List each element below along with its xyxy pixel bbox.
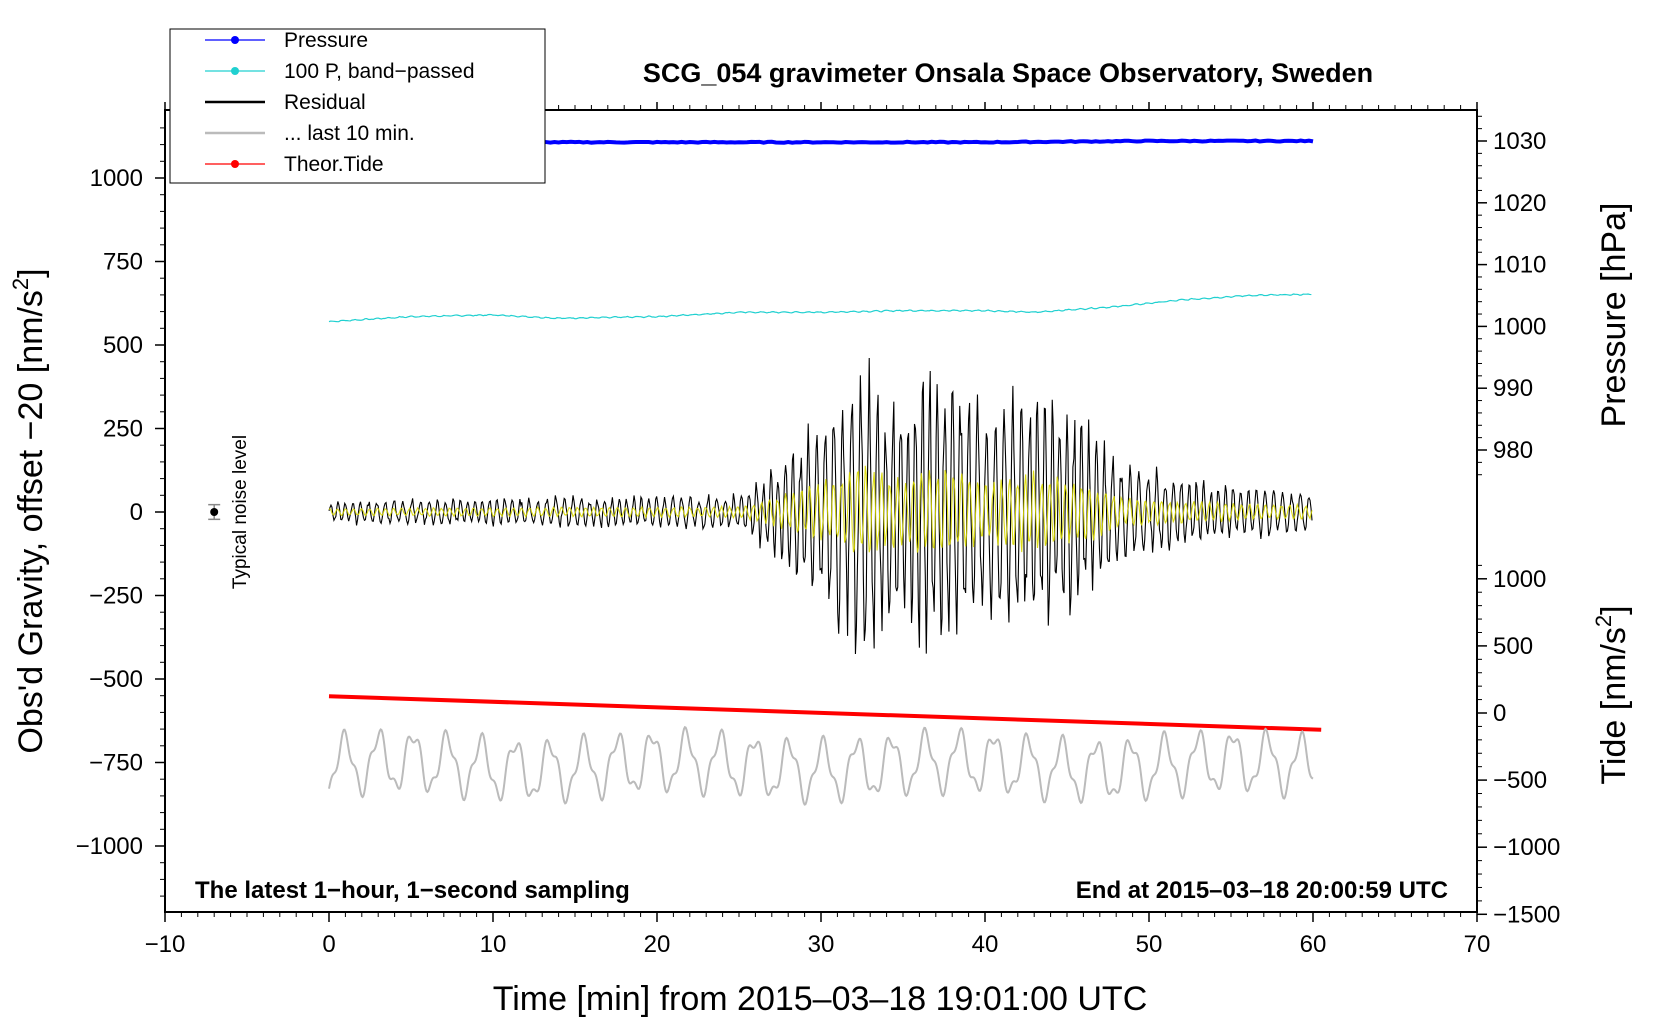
ticks-layer: −10 0 10 20 30 40 50 60 7010007505002500−250−500…	[76, 102, 1560, 958]
pressure-tick-label: 1010	[1493, 252, 1546, 279]
legend-label: Pressure	[284, 29, 368, 52]
x-tick-label: 50	[1136, 931, 1163, 958]
series-residual	[328, 358, 1313, 655]
y-left-tick-label: 250	[103, 416, 143, 443]
tide-label-text: Tide [nm/s	[1595, 627, 1633, 784]
y-axis-label-tide: Tide [nm/s2]	[1591, 605, 1633, 784]
tide-label-close: ]	[1595, 605, 1633, 614]
tide-tick-label: 500	[1493, 633, 1533, 660]
pressure-tick-label: 980	[1493, 437, 1533, 464]
x-tick-label: 30	[808, 931, 835, 958]
x-axis-label: Time [min] from 2015–03–18 19:01:00 UTC	[493, 980, 1148, 1018]
x-tick-label: 60	[1300, 931, 1327, 958]
pressure-tick-label: 990	[1493, 375, 1533, 402]
y-left-label-close: ]	[12, 268, 50, 277]
y-axis-label-left: Obs'd Gravity, offset −20 [nm/s2]	[8, 268, 50, 753]
tide-tick-label: 1000	[1493, 566, 1546, 593]
series-residual-overlay	[328, 465, 1313, 553]
tide-tick-label: −500	[1493, 767, 1547, 794]
tide-tick-label: 0	[1493, 700, 1506, 727]
series-theor-tide	[328, 694, 1322, 732]
legend-marker	[231, 67, 239, 75]
y-left-tick-label: −1000	[76, 833, 143, 860]
pressure-tick-label: 1030	[1493, 128, 1546, 155]
legend-label: ... last 10 min.	[284, 122, 415, 145]
x-tick-label: 20	[644, 931, 671, 958]
y-left-tick-label: 0	[130, 499, 143, 526]
y-axis-label-pressure: Pressure [hPa]	[1595, 203, 1633, 428]
legend-marker	[231, 36, 239, 44]
y-left-label-sup: 2	[8, 278, 33, 290]
x-tick-label: 70	[1464, 931, 1491, 958]
tide-label-sup: 2	[1591, 615, 1616, 627]
noise-marker	[208, 503, 221, 521]
y-left-label-text: Obs'd Gravity, offset −20 [nm/s	[12, 290, 50, 753]
y-left-tick-label: −250	[89, 583, 143, 610]
series-last-10-min	[328, 725, 1314, 806]
legend-box	[169, 28, 546, 184]
x-tick-label: 40	[972, 931, 999, 958]
noise-label: Typical noise level	[230, 435, 251, 589]
legend-label: Residual	[284, 91, 366, 114]
series-bandpassed-pressure	[328, 293, 1312, 323]
legend: Pressure 100 P, band−passed Residual ... la…	[169, 28, 546, 184]
note-left: The latest 1−hour, 1−second sampling	[195, 877, 630, 904]
x-tick-label: 10	[480, 931, 507, 958]
pressure-tick-label: 1020	[1493, 190, 1546, 217]
y-left-tick-label: −500	[89, 666, 143, 693]
legend-label: Theor.Tide	[284, 153, 384, 176]
series-layer	[328, 138, 1322, 806]
pressure-tick-label: 1000	[1493, 313, 1546, 340]
tide-tick-label: −1500	[1493, 901, 1560, 928]
x-tick-label: −10	[145, 931, 186, 958]
x-tick-label: 0	[322, 931, 335, 958]
noise-point	[210, 508, 219, 516]
note-right: End at 2015–03–18 20:00:59 UTC	[1076, 877, 1448, 904]
y-left-tick-label: −750	[89, 750, 143, 777]
chart-title: SCG_054 gravimeter Onsala Space Observat…	[643, 58, 1373, 88]
legend-marker	[231, 160, 239, 168]
y-left-tick-label: 500	[103, 332, 143, 359]
y-left-tick-label: 750	[103, 249, 143, 276]
y-left-tick-label: 1000	[90, 165, 143, 192]
legend-label: 100 P, band−passed	[284, 60, 475, 83]
tide-tick-label: −1000	[1493, 834, 1560, 861]
